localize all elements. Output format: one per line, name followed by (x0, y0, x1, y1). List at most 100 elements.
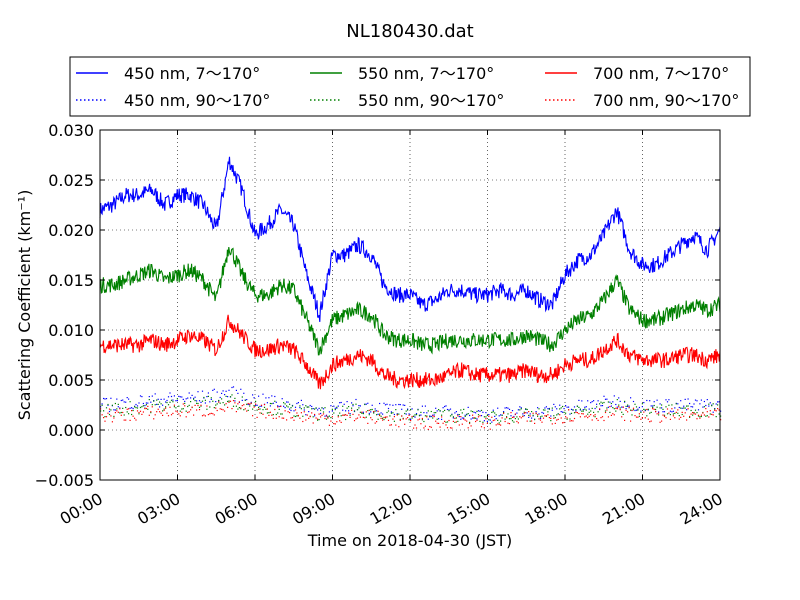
series-point (122, 399, 124, 401)
series-point (126, 411, 128, 413)
series-point (286, 419, 288, 421)
series-point (562, 411, 564, 413)
series-point (331, 416, 333, 418)
series-point (429, 415, 431, 417)
series-point (497, 407, 499, 409)
series-point (684, 412, 686, 414)
series-point (653, 401, 655, 403)
series-2 (99, 314, 721, 390)
series-point (281, 413, 283, 415)
series-point (464, 414, 466, 416)
series-point (680, 416, 682, 418)
series-point (166, 402, 168, 404)
series-point (351, 402, 353, 404)
series-point (418, 415, 421, 417)
series-point (157, 398, 159, 400)
series-point (689, 402, 691, 405)
series-point (373, 411, 375, 413)
series-point (334, 407, 336, 409)
series-point (101, 404, 103, 406)
series-point (467, 406, 469, 408)
series-point (522, 413, 524, 415)
series-point (188, 404, 190, 406)
series-point (640, 410, 642, 412)
series-point (302, 404, 304, 406)
series-point (476, 419, 478, 421)
series-point (590, 402, 592, 404)
series-point (322, 408, 325, 410)
series-point (337, 416, 339, 418)
series-point (141, 406, 143, 408)
series-point (694, 409, 697, 411)
series-point (289, 408, 291, 410)
series-point (165, 401, 167, 403)
series-point (128, 413, 130, 415)
series-point (610, 414, 612, 416)
series-point (677, 409, 679, 411)
series-point (317, 419, 319, 421)
series-point (448, 419, 450, 422)
series-point (607, 401, 609, 403)
series-point (343, 414, 345, 416)
series-point (147, 408, 149, 410)
series-point (181, 408, 183, 410)
series-point (203, 414, 205, 416)
series-point (405, 418, 407, 420)
series-point (318, 419, 320, 421)
series-line (99, 314, 721, 390)
series-point (506, 417, 508, 419)
series-point (672, 415, 674, 417)
series-point (309, 416, 311, 418)
y-tick-label: 0.010 (48, 321, 94, 340)
series-point (320, 416, 322, 418)
legend-label: 450 nm, 7～170° (124, 64, 260, 83)
series-point (475, 412, 477, 414)
series-point (355, 398, 357, 401)
series-point (256, 409, 258, 411)
series-point (582, 409, 584, 411)
series-point (421, 417, 423, 420)
series-line (99, 156, 721, 322)
series-point (405, 410, 407, 412)
series-point (511, 416, 514, 418)
series-point (618, 397, 620, 399)
series-point (203, 396, 205, 399)
series-point (455, 411, 457, 413)
series-point (568, 409, 570, 411)
series-point (249, 405, 251, 407)
series-point (128, 398, 130, 400)
series-point (606, 409, 608, 411)
series-point (488, 415, 490, 417)
series-point (513, 415, 515, 418)
series-point (551, 409, 553, 411)
series-point (661, 404, 663, 406)
series-point (277, 412, 279, 414)
series-point (697, 409, 700, 411)
series-point (120, 399, 122, 402)
series-point (395, 404, 397, 406)
series-point (111, 404, 113, 406)
series-point (263, 404, 266, 406)
series-point (345, 418, 347, 421)
series-point (467, 413, 469, 415)
series-point (525, 408, 527, 410)
series-point (573, 417, 576, 420)
series-point (528, 416, 530, 418)
series-point (312, 422, 314, 424)
series-point (495, 424, 497, 426)
series-point (526, 408, 528, 411)
series-point (408, 419, 410, 421)
series-point (498, 415, 500, 417)
series-point (449, 408, 452, 410)
series-point (271, 403, 273, 405)
series-point (675, 403, 677, 405)
series-point (439, 426, 441, 428)
series-point (252, 394, 254, 396)
series-point (590, 414, 592, 416)
series-point (575, 411, 577, 413)
series-point (413, 427, 415, 429)
series-point (377, 413, 379, 415)
series-point (566, 406, 568, 408)
series-point (196, 402, 198, 404)
series-point (324, 415, 326, 417)
